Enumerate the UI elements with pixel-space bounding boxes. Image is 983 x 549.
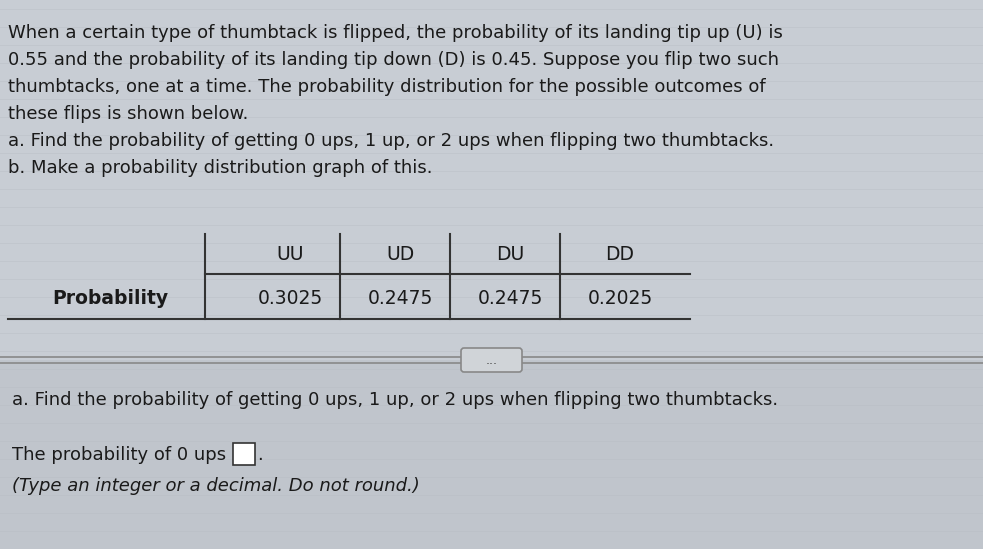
- Text: DD: DD: [606, 244, 634, 264]
- Text: a. Find the probability of getting 0 ups, 1 up, or 2 ups when flipping two thumb: a. Find the probability of getting 0 ups…: [8, 132, 775, 150]
- Bar: [233, 443, 255, 465]
- Text: DU: DU: [495, 244, 524, 264]
- Text: 0.55 and the probability of its landing tip down (D) is 0.45. Suppose you flip t: 0.55 and the probability of its landing …: [8, 51, 779, 69]
- Text: 0.2475: 0.2475: [368, 289, 433, 309]
- Text: .: .: [257, 446, 262, 464]
- Bar: [0, 360, 983, 549]
- FancyBboxPatch shape: [461, 348, 522, 372]
- Text: 0.2025: 0.2025: [588, 289, 653, 309]
- Text: 0.2475: 0.2475: [478, 289, 543, 309]
- Text: UU: UU: [276, 244, 304, 264]
- Text: these flips is shown below.: these flips is shown below.: [8, 105, 249, 123]
- Text: The probability of 0 ups is: The probability of 0 ups is: [12, 446, 247, 464]
- Text: (Type an integer or a decimal. Do not round.): (Type an integer or a decimal. Do not ro…: [12, 477, 420, 495]
- Text: ...: ...: [486, 354, 497, 367]
- Text: UD: UD: [386, 244, 414, 264]
- Text: When a certain type of thumbtack is flipped, the probability of its landing tip : When a certain type of thumbtack is flip…: [8, 24, 782, 42]
- Text: 0.3025: 0.3025: [258, 289, 322, 309]
- Text: thumbtacks, one at a time. The probability distribution for the possible outcome: thumbtacks, one at a time. The probabili…: [8, 78, 766, 96]
- Text: Probability: Probability: [52, 289, 168, 309]
- Text: b. Make a probability distribution graph of this.: b. Make a probability distribution graph…: [8, 159, 433, 177]
- Bar: [0, 0, 983, 360]
- Text: a. Find the probability of getting 0 ups, 1 up, or 2 ups when flipping two thumb: a. Find the probability of getting 0 ups…: [12, 391, 779, 409]
